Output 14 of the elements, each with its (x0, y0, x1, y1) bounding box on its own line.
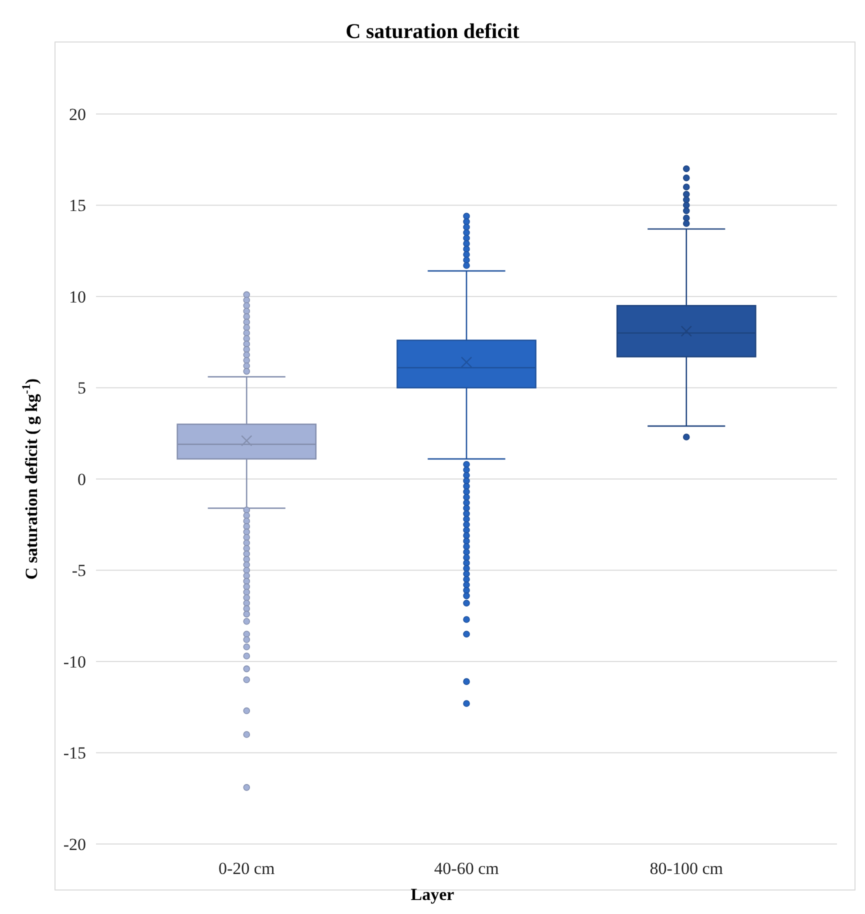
y-tick-label: -10 (63, 652, 86, 672)
y-tick-label: -15 (63, 744, 86, 763)
chart-title: C saturation deficit (346, 19, 520, 43)
x-tick-label: 0-20 cm (218, 859, 275, 878)
y-tick-label: -5 (72, 561, 86, 580)
y-tick-label: 20 (69, 104, 86, 124)
x-tick-label: 80-100 cm (650, 859, 723, 878)
x-axis-title: Layer (410, 885, 455, 904)
y-tick-label: 15 (69, 196, 86, 216)
x-tick-label: 40-60 cm (434, 859, 499, 878)
y-tick-label: 10 (69, 287, 86, 306)
y-tick-label: 5 (78, 378, 86, 398)
y-tick-label: -20 (63, 834, 86, 854)
y-tick-label: 0 (78, 470, 86, 489)
